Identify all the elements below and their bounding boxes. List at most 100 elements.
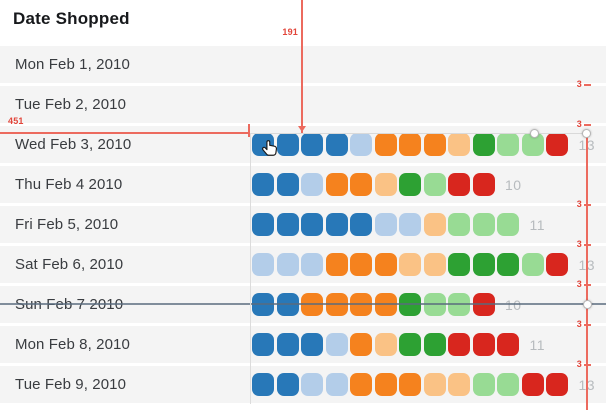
item-square-red[interactable] [448, 333, 470, 356]
item-square-dark-blue[interactable] [252, 373, 274, 396]
item-square-light-blue[interactable] [301, 253, 323, 276]
item-square-orange[interactable] [325, 253, 348, 276]
item-square-red[interactable] [546, 133, 568, 156]
item-square-green[interactable] [399, 333, 421, 356]
item-square-light-green[interactable] [448, 293, 470, 316]
table-row[interactable]: Thu Feb 4 2010 10 [0, 166, 606, 203]
item-square-light-orange[interactable] [448, 373, 470, 396]
item-square-dark-blue[interactable] [301, 213, 323, 236]
item-square-orange[interactable] [374, 293, 397, 316]
item-square-dark-blue[interactable] [276, 333, 299, 356]
item-square-light-green[interactable] [521, 133, 544, 156]
item-square-dark-blue[interactable] [276, 173, 299, 196]
item-square-orange[interactable] [350, 373, 372, 396]
item-square-light-green[interactable] [497, 373, 519, 396]
item-square-light-green[interactable] [472, 373, 495, 396]
item-square-dark-blue[interactable] [252, 333, 274, 356]
item-squares-group: 11 [252, 213, 545, 236]
table-row[interactable]: Mon Feb 1, 2010 [0, 46, 606, 83]
item-square-orange[interactable] [374, 133, 397, 156]
item-square-orange[interactable] [399, 373, 421, 396]
table-row[interactable]: Wed Feb 3, 2010 13 [0, 126, 606, 163]
item-square-light-blue[interactable] [252, 253, 274, 276]
item-square-green[interactable] [423, 333, 446, 356]
item-square-orange[interactable] [325, 293, 348, 316]
item-square-red[interactable] [546, 253, 568, 276]
table-row[interactable]: Tue Feb 9, 2010 13 [0, 366, 606, 403]
row-item-count: 13 [578, 376, 596, 393]
item-square-light-orange[interactable] [423, 373, 446, 396]
item-square-red[interactable] [448, 173, 470, 196]
item-square-dark-blue[interactable] [301, 133, 323, 156]
item-square-dark-blue[interactable] [276, 293, 299, 316]
table-row[interactable]: Fri Feb 5, 2010 11 [0, 206, 606, 243]
item-square-red[interactable] [472, 173, 495, 196]
table-row[interactable]: Sun Feb 7 2010 10 [0, 286, 606, 323]
table-row[interactable]: Mon Feb 8, 2010 11 [0, 326, 606, 363]
item-square-dark-blue[interactable] [276, 133, 299, 156]
row-item-count: 11 [529, 336, 546, 353]
item-square-green[interactable] [497, 253, 519, 276]
item-square-green[interactable] [399, 293, 421, 316]
row-date-label: Mon Feb 1, 2010 [15, 56, 130, 73]
item-square-red[interactable] [472, 293, 495, 316]
item-square-light-orange[interactable] [374, 333, 397, 356]
item-square-orange[interactable] [374, 373, 397, 396]
item-square-light-green[interactable] [423, 293, 446, 316]
hand-cursor-icon [260, 139, 280, 159]
item-square-light-blue[interactable] [301, 373, 323, 396]
item-square-light-blue[interactable] [325, 373, 348, 396]
item-square-light-orange[interactable] [399, 253, 421, 276]
item-square-orange[interactable] [399, 133, 421, 156]
item-square-light-orange[interactable] [423, 253, 446, 276]
item-square-light-green[interactable] [423, 173, 446, 196]
item-square-light-green[interactable] [448, 213, 470, 236]
item-square-light-orange[interactable] [374, 173, 397, 196]
item-square-dark-blue[interactable] [276, 213, 299, 236]
item-square-orange[interactable] [350, 333, 372, 356]
item-square-dark-blue[interactable] [301, 333, 323, 356]
item-square-light-blue[interactable] [350, 133, 372, 156]
item-square-dark-blue[interactable] [325, 133, 348, 156]
table-row[interactable]: Sat Feb 6, 2010 13 [0, 246, 606, 283]
item-square-light-blue[interactable] [399, 213, 421, 236]
row-date-label: Thu Feb 4 2010 [15, 176, 123, 193]
item-square-dark-blue[interactable] [252, 293, 274, 316]
item-square-green[interactable] [448, 253, 470, 276]
item-square-orange[interactable] [301, 293, 323, 316]
item-square-light-green[interactable] [521, 253, 544, 276]
item-square-green[interactable] [472, 253, 495, 276]
item-square-red[interactable] [521, 373, 544, 396]
item-square-green[interactable] [399, 173, 421, 196]
item-square-light-blue[interactable] [301, 173, 323, 196]
item-square-red[interactable] [497, 333, 519, 356]
item-square-light-green[interactable] [472, 213, 495, 236]
table-row[interactable]: Tue Feb 2, 2010 [0, 86, 606, 123]
item-square-red[interactable] [546, 373, 568, 396]
item-square-orange[interactable] [350, 253, 372, 276]
item-square-dark-blue[interactable] [276, 373, 299, 396]
item-square-light-orange[interactable] [423, 213, 446, 236]
item-square-light-blue[interactable] [325, 333, 348, 356]
row-date-label: Tue Feb 9, 2010 [15, 376, 127, 393]
item-square-orange[interactable] [325, 173, 348, 196]
item-square-dark-blue[interactable] [350, 213, 372, 236]
item-square-light-orange[interactable] [448, 133, 470, 156]
item-square-green[interactable] [472, 133, 495, 156]
item-square-orange[interactable] [350, 293, 372, 316]
item-squares-group: 13 [252, 373, 595, 396]
item-square-orange[interactable] [374, 253, 397, 276]
item-square-dark-blue[interactable] [252, 173, 274, 196]
row-date-label: Sat Feb 6, 2010 [15, 256, 124, 273]
item-square-red[interactable] [472, 333, 495, 356]
item-square-light-blue[interactable] [276, 253, 299, 276]
item-square-orange[interactable] [423, 133, 446, 156]
item-square-orange[interactable] [350, 173, 372, 196]
item-square-light-green[interactable] [497, 213, 519, 236]
item-square-dark-blue[interactable] [325, 213, 348, 236]
item-square-light-blue[interactable] [374, 213, 397, 236]
item-square-light-green[interactable] [497, 133, 519, 156]
row-item-count: 10 [505, 296, 522, 313]
item-squares-group: 13 [252, 253, 595, 276]
item-square-dark-blue[interactable] [252, 213, 274, 236]
